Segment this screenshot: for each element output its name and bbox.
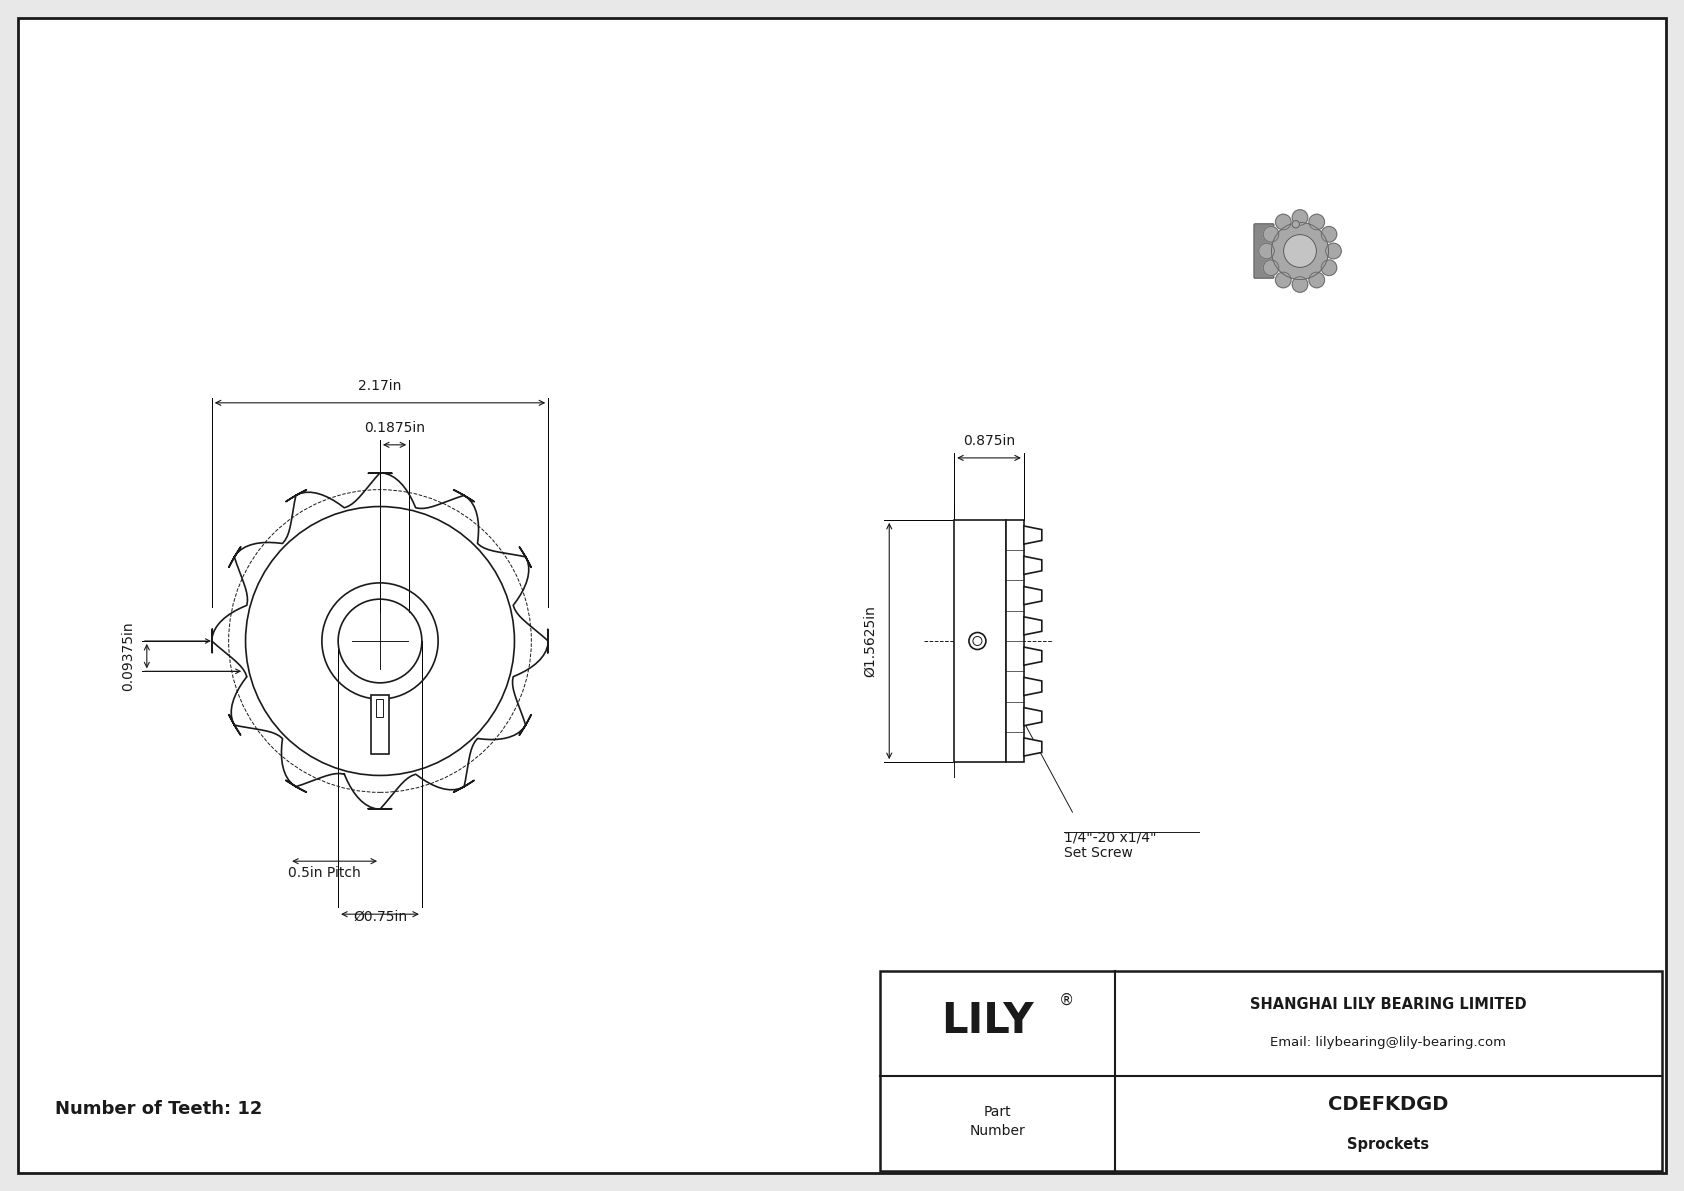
Bar: [377, 699, 384, 717]
Circle shape: [1292, 220, 1300, 227]
Text: LILY: LILY: [941, 1000, 1034, 1042]
Bar: [370, 696, 389, 754]
Circle shape: [1275, 214, 1292, 230]
Circle shape: [1292, 210, 1308, 225]
Polygon shape: [1024, 586, 1042, 605]
Circle shape: [1322, 226, 1337, 242]
Polygon shape: [1024, 556, 1042, 574]
FancyBboxPatch shape: [1255, 224, 1273, 279]
Text: 0.875in: 0.875in: [963, 434, 1015, 448]
Circle shape: [1322, 260, 1337, 275]
Polygon shape: [1024, 526, 1042, 544]
Text: 0.5in Pitch: 0.5in Pitch: [288, 866, 360, 880]
Bar: [881, 971, 1662, 1171]
Bar: [955, 520, 1005, 762]
Circle shape: [1271, 223, 1329, 280]
Text: SHANGHAI LILY BEARING LIMITED: SHANGHAI LILY BEARING LIMITED: [1250, 997, 1527, 1012]
Polygon shape: [1024, 647, 1042, 666]
Polygon shape: [1024, 617, 1042, 635]
Text: 1/4"-20 x1/4"
Set Screw: 1/4"-20 x1/4" Set Screw: [1064, 830, 1157, 860]
Text: Ø1.5625in: Ø1.5625in: [864, 605, 877, 676]
Circle shape: [1308, 214, 1325, 230]
Text: 2.17in: 2.17in: [359, 379, 402, 393]
Text: 0.1875in: 0.1875in: [364, 420, 424, 435]
Bar: [1005, 520, 1024, 762]
Circle shape: [1275, 273, 1292, 288]
Polygon shape: [1024, 738, 1042, 756]
Circle shape: [1263, 260, 1278, 275]
Circle shape: [1283, 235, 1317, 268]
Circle shape: [1325, 243, 1340, 258]
Text: Ø0.75in: Ø0.75in: [354, 910, 408, 924]
Text: Number of Teeth: 12: Number of Teeth: 12: [56, 1100, 263, 1118]
Text: CDEFKDGD: CDEFKDGD: [1329, 1095, 1448, 1114]
Text: Email: lilybearing@lily-bearing.com: Email: lilybearing@lily-bearing.com: [1270, 1036, 1505, 1049]
Text: Part
Number: Part Number: [970, 1105, 1026, 1139]
Circle shape: [1292, 276, 1308, 292]
Circle shape: [1258, 243, 1275, 258]
Text: ®: ®: [1059, 993, 1074, 1008]
Polygon shape: [1024, 678, 1042, 696]
Circle shape: [1308, 273, 1325, 288]
Text: 0.09375in: 0.09375in: [121, 622, 135, 691]
Polygon shape: [1024, 707, 1042, 725]
Text: Sprockets: Sprockets: [1347, 1137, 1430, 1152]
Circle shape: [1263, 226, 1278, 242]
